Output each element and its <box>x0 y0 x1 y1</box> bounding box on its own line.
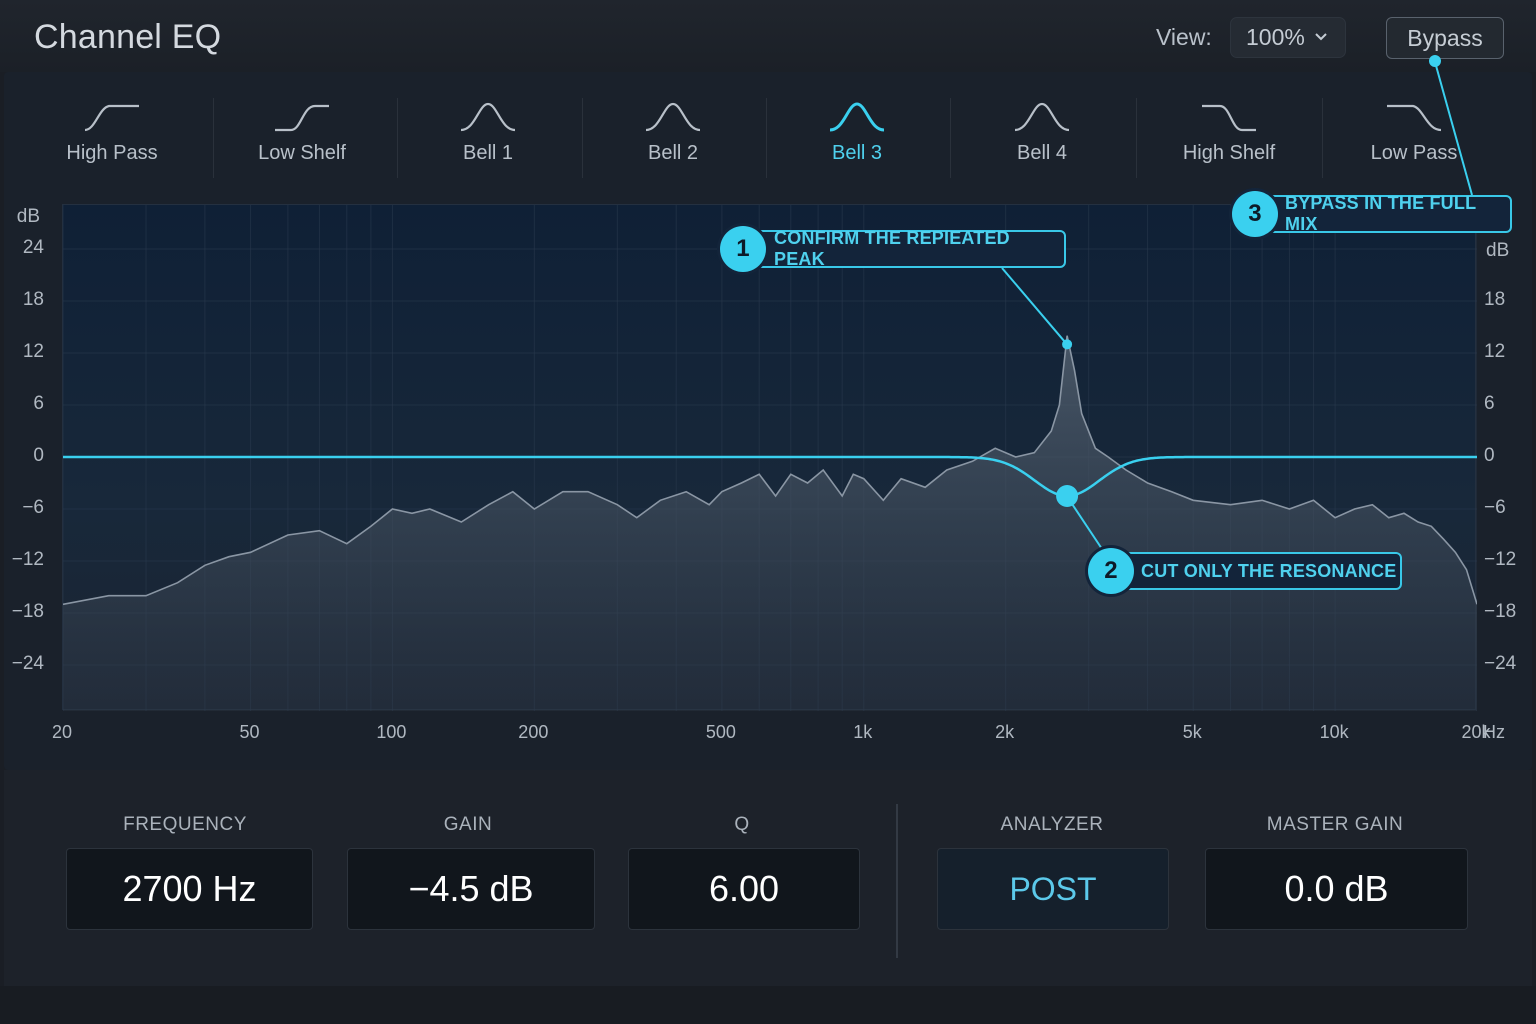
frequency-field[interactable]: 2700 Hz <box>66 848 313 930</box>
db-tick-left: 0 <box>33 445 44 466</box>
callout-1-number: 1 <box>720 226 766 272</box>
frequency-unit-label: Hz <box>1483 722 1505 742</box>
db-tick-left: 6 <box>33 393 44 414</box>
callout-1-text: CONFIRM THE REPIEATED PEAK <box>774 228 1010 269</box>
eq-graph[interactable] <box>62 204 1478 711</box>
db-unit-right: dB <box>1486 240 1510 261</box>
db-tick-right: 12 <box>1484 341 1506 362</box>
callout-3-number: 3 <box>1232 191 1278 237</box>
callout-2-number: 2 <box>1088 548 1134 594</box>
eq-panel: High Pass Low Shelf Bell 1 Bell 2 Bell 3 Bell… <box>4 72 1532 770</box>
band-bell-3[interactable]: Bell 3 <box>782 100 932 190</box>
low-shelf-curve-icon <box>275 104 329 132</box>
frequency-tick: 10k <box>1319 722 1349 742</box>
frequency-tick: 5k <box>1182 722 1202 742</box>
band-bell-1[interactable]: Bell 1 <box>413 100 563 190</box>
parameter-controls: FREQUENCY 2700 Hz GAIN −4.5 dB Q 6.00 AN… <box>4 770 1532 986</box>
eq-node-handle[interactable] <box>1056 485 1079 507</box>
high-shelf-curve-icon <box>1202 104 1256 132</box>
band-label: High Shelf <box>1182 142 1276 164</box>
footer-strip <box>0 986 1536 1024</box>
band-low-shelf[interactable]: Low Shelf <box>227 100 377 190</box>
view-zoom-select[interactable]: 100% <box>1230 17 1346 58</box>
frequency-tick: 50 <box>239 722 260 742</box>
gain-label: GAIN <box>443 814 493 835</box>
frequency-tick: 20 <box>51 722 73 742</box>
gain-field[interactable]: −4.5 dB <box>347 848 595 930</box>
bell-curve-icon <box>645 102 701 132</box>
band-separator <box>397 98 398 178</box>
db-tick-left: 18 <box>22 289 44 310</box>
band-label: Bell 3 <box>831 142 883 164</box>
db-tick-right: −12 <box>1484 549 1517 570</box>
band-separator <box>1136 98 1137 178</box>
band-label: Bell 1 <box>462 142 514 164</box>
db-tick-left: −24 <box>11 653 44 674</box>
band-label: Low Shelf <box>258 142 346 164</box>
eq-curve <box>63 455 1477 498</box>
db-tick-left: −6 <box>22 497 44 518</box>
band-label: High Pass <box>66 142 158 164</box>
frequency-tick: 200 <box>518 722 549 742</box>
db-tick-left: −12 <box>11 549 44 570</box>
band-separator <box>950 98 951 178</box>
band-label: Bell 4 <box>1016 142 1068 164</box>
frequency-tick: 100 <box>376 722 407 742</box>
low-pass-curve-icon <box>1387 104 1442 132</box>
band-low-pass[interactable]: Low Pass <box>1339 100 1489 190</box>
bell-curve-icon <box>1014 102 1070 132</box>
band-label: Bell 2 <box>647 142 699 164</box>
frequency-tick: 2k <box>995 722 1015 742</box>
db-tick-right: 18 <box>1484 289 1506 310</box>
q-label: Q <box>734 814 750 835</box>
master-gain-label: MASTER GAIN <box>1266 814 1404 835</box>
controls-divider <box>896 804 898 958</box>
db-tick-left: 12 <box>22 341 44 362</box>
bell-curve-icon <box>829 102 885 132</box>
db-unit-left: dB <box>16 206 40 227</box>
db-tick-right: −24 <box>1484 653 1517 674</box>
frequency-tick: 500 <box>705 722 736 742</box>
peak-marker-dot <box>1062 339 1073 350</box>
master-gain-field[interactable]: 0.0 dB <box>1205 848 1468 930</box>
spectrum-line <box>62 335 1478 606</box>
eq-graph-canvas[interactable] <box>62 205 1478 711</box>
band-high-shelf[interactable]: High Shelf <box>1154 100 1304 190</box>
db-tick-right: −6 <box>1484 497 1506 518</box>
analyzer-label: ANALYZER <box>1000 814 1104 835</box>
analyzer-button[interactable]: POST <box>937 848 1169 930</box>
band-label: Low Pass <box>1370 142 1458 164</box>
db-tick-right: 6 <box>1484 393 1495 414</box>
spectrum-area <box>63 335 1477 711</box>
bypass-button[interactable]: Bypass <box>1386 17 1504 59</box>
high-pass-curve-icon <box>84 104 139 132</box>
db-tick-right: −18 <box>1484 601 1517 622</box>
frequency-tick: 1k <box>853 722 873 742</box>
callout-3: 3 BYPASS IN THE FULL MIX <box>1232 191 1512 237</box>
callout-1: 1 CONFIRM THE REPIEATED PEAK <box>720 226 1066 272</box>
callout-2: 2 CUT ONLY THE RESONANCE <box>1088 548 1402 594</box>
bell-curve-icon <box>460 102 516 132</box>
view-label: View: <box>1156 24 1212 50</box>
band-bell-2[interactable]: Bell 2 <box>598 100 748 190</box>
db-tick-left: 24 <box>22 237 44 258</box>
db-tick-right: 0 <box>1484 445 1495 466</box>
band-separator <box>1322 98 1323 178</box>
frequency-label: FREQUENCY <box>123 814 247 835</box>
db-tick-left: −18 <box>11 601 44 622</box>
q-field[interactable]: 6.00 <box>628 848 860 930</box>
app-title: Channel EQ <box>34 18 222 56</box>
band-high-pass[interactable]: High Pass <box>37 100 187 190</box>
header-bar: Channel EQ View: 100% Bypass <box>0 0 1536 72</box>
band-separator <box>213 98 214 178</box>
band-separator <box>766 98 767 178</box>
callout-3-text: BYPASS IN THE FULL MIX <box>1285 193 1476 234</box>
band-selector: High Pass Low Shelf Bell 1 Bell 2 Bell 3 Bell… <box>4 72 1532 192</box>
band-separator <box>582 98 583 178</box>
chevron-down-icon <box>1315 33 1327 41</box>
frequency-tick: 20k <box>1461 722 1491 742</box>
band-bell-4[interactable]: Bell 4 <box>967 100 1117 190</box>
callout-2-text: CUT ONLY THE RESONANCE <box>1141 560 1397 581</box>
view-zoom-value: 100% <box>1246 24 1305 50</box>
